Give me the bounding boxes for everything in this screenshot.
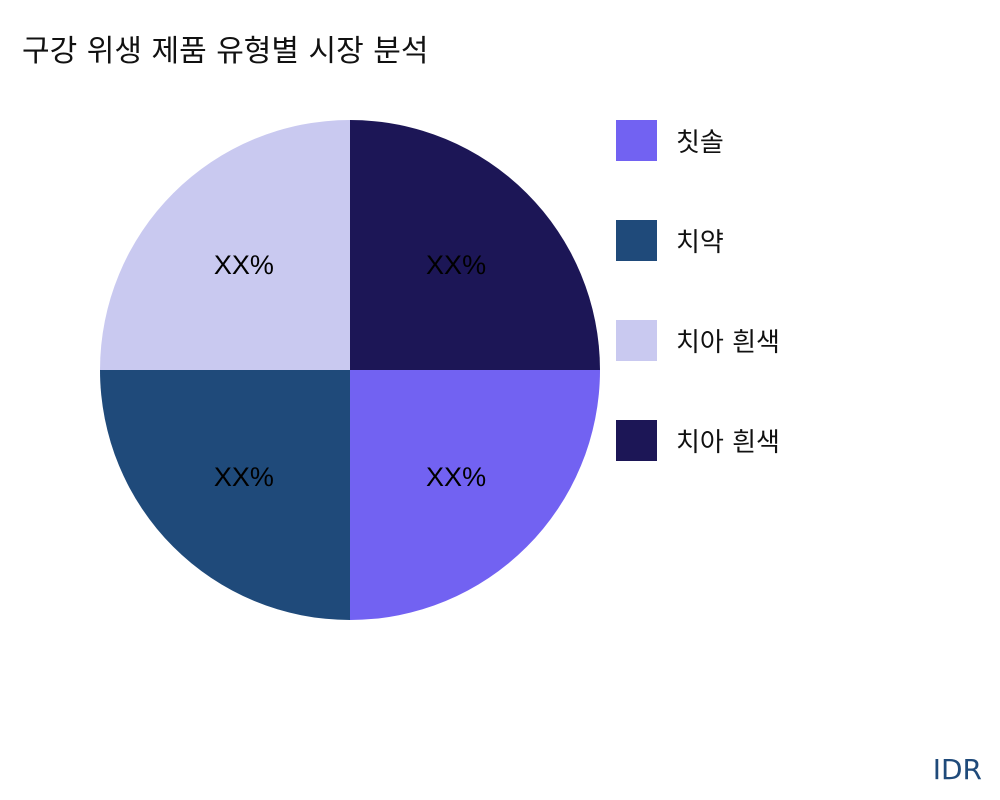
brand-logo: IDR: [932, 753, 982, 786]
slice-label: XX%: [214, 462, 274, 492]
legend-swatch: [616, 120, 657, 161]
legend-item: 치아 흰색: [616, 420, 780, 461]
pie-slice: [100, 120, 350, 370]
legend-label: 치아 흰색: [676, 328, 780, 358]
legend-item: 칫솔: [616, 120, 724, 161]
legend-swatch: [616, 320, 657, 361]
pie-slice: [100, 370, 350, 620]
legend-swatch: [616, 220, 657, 261]
slice-label: XX%: [426, 462, 486, 492]
legend-swatch: [616, 420, 657, 461]
legend-label: 치아 흰색: [676, 428, 780, 458]
legend-item: 치아 흰색: [616, 320, 780, 361]
pie-slice: [350, 120, 600, 370]
chart-title: 구강 위생 제품 유형별 시장 분석: [22, 34, 429, 69]
legend-item: 치약: [616, 220, 724, 261]
slice-label: XX%: [214, 250, 274, 280]
slice-label: XX%: [426, 250, 486, 280]
pie-slice: [350, 370, 600, 620]
legend-label: 칫솔: [676, 128, 724, 158]
legend-label: 치약: [676, 228, 724, 258]
